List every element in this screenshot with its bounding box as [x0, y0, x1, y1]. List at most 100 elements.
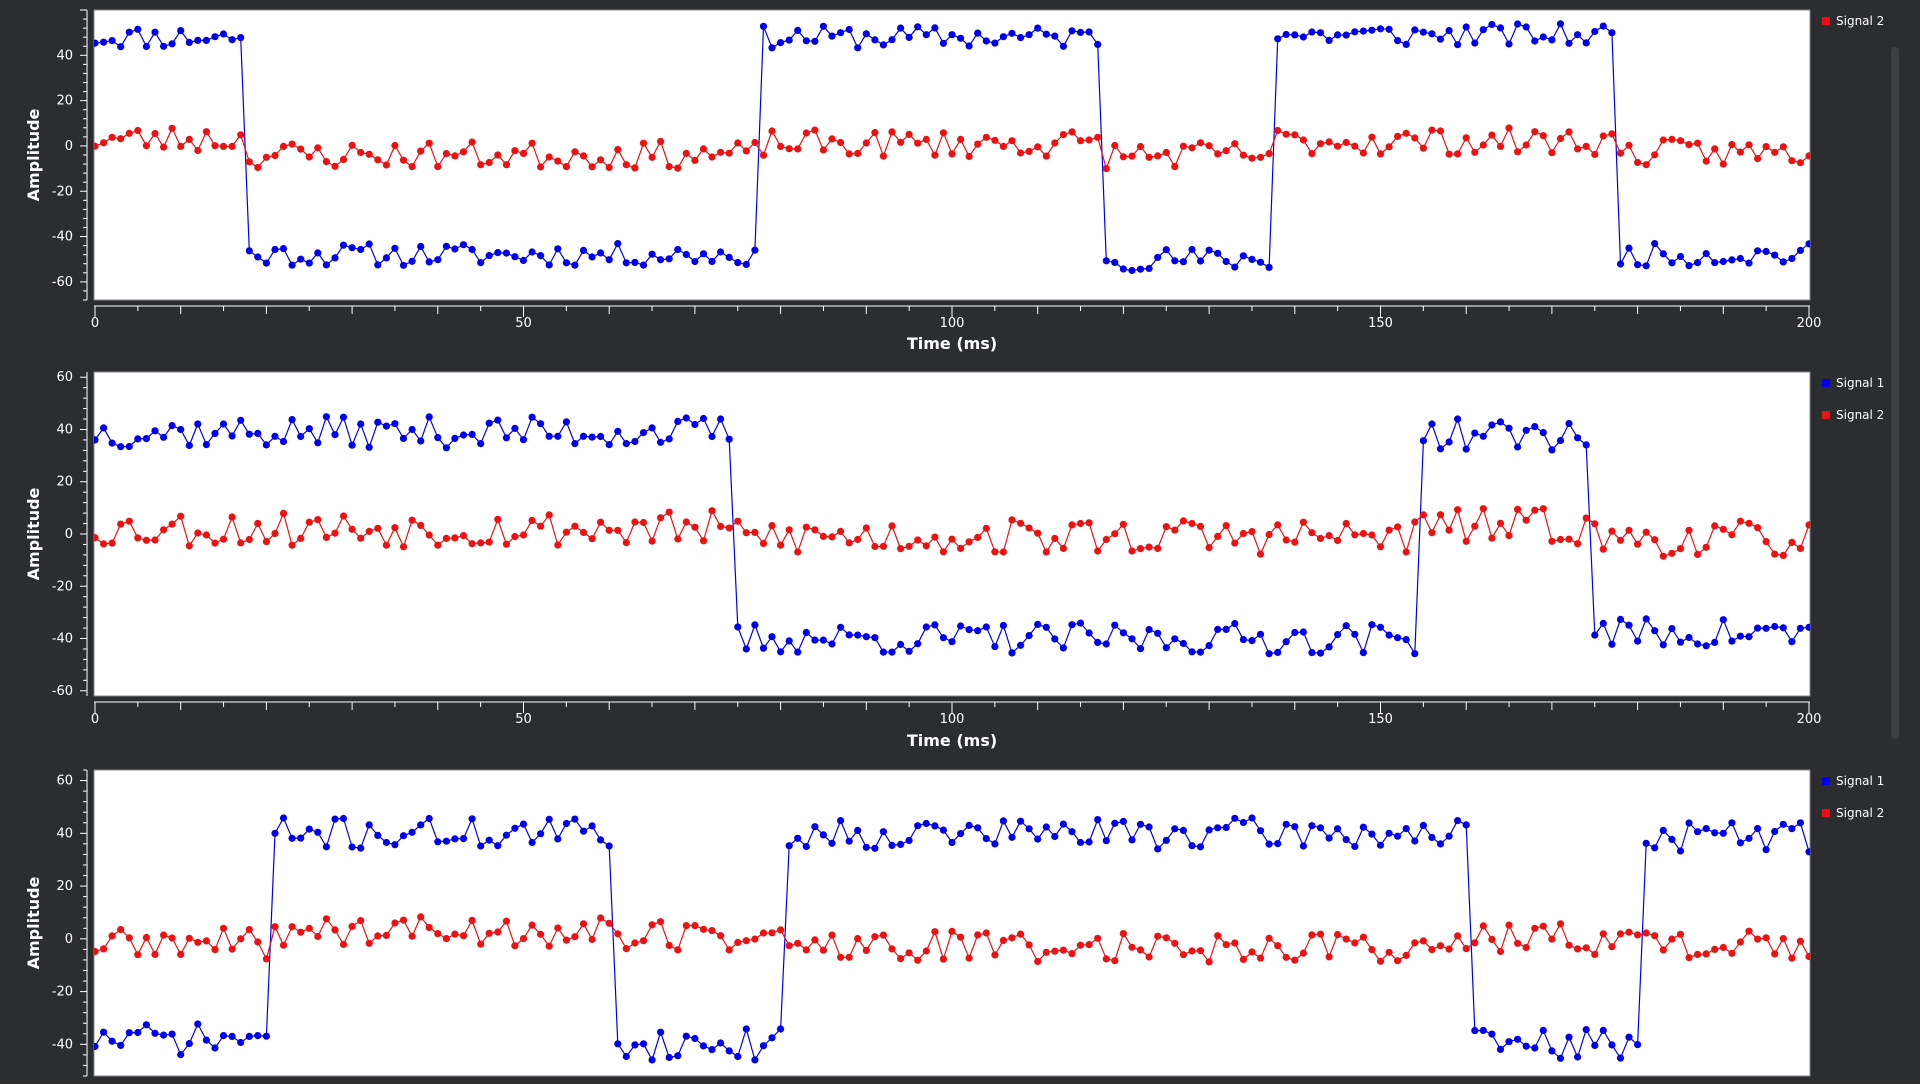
data-point: [1634, 540, 1642, 548]
data-point: [1419, 144, 1427, 152]
data-point: [254, 938, 262, 946]
data-point: [451, 930, 459, 938]
data-point: [605, 919, 613, 927]
data-point: [648, 153, 656, 161]
data-point: [862, 30, 870, 38]
data-point: [1025, 524, 1033, 532]
data-point: [1068, 950, 1076, 958]
data-point: [185, 38, 193, 47]
data-point: [1771, 827, 1779, 836]
data-point: [1145, 543, 1153, 551]
data-point: [1754, 155, 1762, 163]
data-point: [1188, 245, 1196, 254]
data-point: [185, 441, 193, 449]
data-point: [1445, 832, 1453, 840]
data-point: [1608, 130, 1616, 138]
data-point: [785, 942, 793, 950]
data-point: [1796, 937, 1804, 945]
data-point: [682, 414, 690, 422]
data-point: [1548, 537, 1556, 545]
data-point: [271, 923, 279, 931]
data-point: [1616, 1054, 1625, 1062]
data-point: [1488, 534, 1496, 542]
data-point: [828, 135, 836, 143]
data-point: [1196, 648, 1205, 656]
data-point: [399, 916, 408, 924]
data-point: [1505, 424, 1513, 432]
data-point: [1796, 819, 1804, 827]
data-point: [1565, 535, 1573, 543]
data-point: [160, 931, 168, 939]
data-point: [605, 441, 613, 449]
data-point: [459, 835, 468, 843]
data-point: [1522, 943, 1530, 952]
data-point: [879, 931, 888, 939]
data-point: [622, 945, 630, 953]
data-point: [982, 133, 990, 141]
data-point: [434, 541, 442, 549]
data-point: [1196, 947, 1205, 955]
data-point: [1805, 623, 1810, 631]
data-point: [1771, 148, 1779, 156]
data-point: [922, 135, 930, 143]
data-point: [1436, 445, 1445, 453]
data-point: [1428, 30, 1436, 38]
data-point: [1496, 519, 1505, 527]
data-point: [1282, 130, 1290, 138]
data-point: [768, 1034, 776, 1042]
data-point: [1222, 823, 1230, 832]
data-point: [1719, 829, 1727, 837]
data-point: [408, 932, 416, 940]
data-point: [965, 42, 973, 50]
data-point: [1291, 131, 1299, 139]
data-point: [1325, 138, 1333, 146]
data-point: [639, 518, 648, 527]
data-point: [322, 915, 330, 923]
data-point: [1051, 534, 1059, 543]
data-point: [1779, 551, 1787, 560]
data-point: [1462, 821, 1470, 829]
data-point: [1625, 526, 1633, 534]
data-point: [502, 161, 510, 169]
data-point: [348, 843, 356, 851]
data-point: [828, 931, 836, 939]
data-point: [725, 149, 733, 157]
data-point: [957, 34, 965, 42]
data-point: [1514, 20, 1522, 28]
data-point: [777, 1025, 785, 1033]
data-point: [597, 249, 605, 257]
vertical-scrollbar[interactable]: [1891, 47, 1899, 739]
data-point: [614, 240, 622, 248]
data-point: [905, 647, 913, 655]
data-point: [1359, 823, 1367, 831]
y-axis-label: Amplitude: [24, 108, 43, 201]
data-point: [862, 139, 870, 147]
data-point: [391, 420, 399, 428]
data-point: [1154, 932, 1162, 940]
data-point: [1299, 949, 1307, 957]
data-point: [1788, 538, 1796, 547]
data-point: [177, 27, 185, 35]
data-point: [1582, 441, 1590, 449]
data-point: [1008, 833, 1016, 841]
legend-swatch: [1822, 809, 1830, 817]
data-point: [1256, 153, 1265, 161]
data-point: [759, 644, 768, 652]
data-point: [100, 424, 108, 432]
data-point: [1548, 149, 1556, 157]
data-point: [631, 939, 639, 947]
data-point: [1017, 34, 1025, 42]
data-point: [1745, 141, 1753, 149]
data-point: [1025, 941, 1033, 949]
x-tick-label: 0: [91, 712, 99, 727]
data-point: [545, 153, 553, 161]
data-point: [365, 527, 373, 536]
data-point: [622, 161, 630, 169]
data-point: [1574, 540, 1582, 548]
data-point: [254, 519, 262, 528]
data-point: [905, 542, 913, 550]
data-point: [100, 540, 108, 548]
data-point: [1505, 921, 1513, 929]
data-point: [682, 149, 690, 157]
data-point: [1514, 939, 1522, 947]
